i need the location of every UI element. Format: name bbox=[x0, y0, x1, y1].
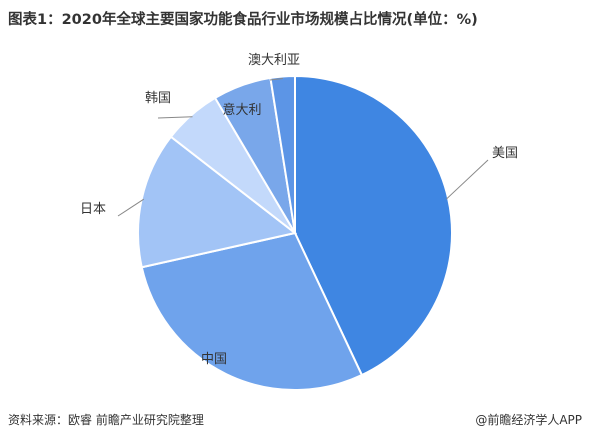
slice-label-3: 韩国 bbox=[145, 91, 171, 106]
pie-slices bbox=[137, 74, 453, 391]
leader-line-2 bbox=[117, 198, 145, 217]
slice-label-4: 意大利 bbox=[222, 102, 261, 118]
pie-slice-0 bbox=[294, 74, 453, 377]
slice-label-5: 澳大利亚 bbox=[248, 52, 300, 68]
slice-label-0: 美国 bbox=[492, 146, 518, 161]
slice-label-2: 日本 bbox=[80, 202, 106, 217]
pie-leader-lines bbox=[117, 77, 489, 217]
leader-line-0 bbox=[445, 159, 489, 200]
pie-slice-1 bbox=[140, 231, 364, 391]
slice-label-1: 中国 bbox=[201, 352, 227, 367]
pie-slice-5 bbox=[269, 74, 296, 234]
source-note: 资料来源：欧睿 前瞻产业研究院整理 bbox=[8, 413, 204, 427]
leader-line-5 bbox=[269, 77, 283, 81]
chart-title: 图表1：2020年全球主要国家功能食品行业市场规模占比情况(单位：%) bbox=[8, 12, 478, 28]
credit-note: @前瞻经济学人APP bbox=[475, 413, 582, 427]
leader-line-3 bbox=[157, 116, 193, 119]
pie-slice-2 bbox=[137, 135, 298, 269]
